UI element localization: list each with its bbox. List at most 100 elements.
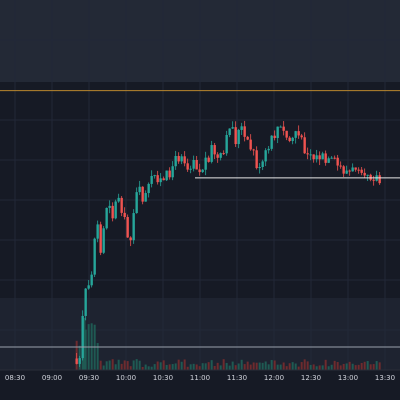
volume-bar bbox=[186, 366, 189, 370]
candle-body bbox=[225, 135, 228, 154]
volume-bar bbox=[333, 360, 336, 370]
candle-body bbox=[252, 149, 255, 151]
volume-bar bbox=[156, 361, 159, 370]
candle-body bbox=[198, 169, 201, 173]
volume-bar bbox=[126, 361, 129, 370]
volume-bar bbox=[246, 361, 249, 370]
volume-bar bbox=[345, 363, 348, 370]
volume-bar bbox=[267, 364, 270, 370]
volume-bar bbox=[357, 364, 360, 370]
candle-body bbox=[93, 238, 96, 275]
candle-body bbox=[231, 127, 234, 129]
candle-body bbox=[87, 285, 90, 289]
candle-body bbox=[270, 135, 273, 149]
candle-body bbox=[342, 166, 345, 174]
volume-bar bbox=[369, 364, 372, 370]
volume-bar bbox=[234, 365, 237, 370]
volume-bar bbox=[336, 362, 339, 370]
volume-bar bbox=[330, 364, 333, 370]
candle-body bbox=[144, 193, 147, 202]
candle-body bbox=[321, 153, 324, 160]
volume-bar bbox=[378, 362, 381, 370]
candle-body bbox=[234, 127, 237, 145]
candle-body bbox=[120, 197, 123, 213]
candle-body bbox=[294, 131, 297, 138]
volume-bar bbox=[258, 362, 261, 370]
candle-body bbox=[210, 145, 213, 162]
candle-body bbox=[132, 213, 135, 241]
volume-bar bbox=[243, 364, 246, 370]
volume-bar bbox=[120, 363, 123, 370]
volume-bar bbox=[312, 364, 315, 370]
volume-bar bbox=[309, 364, 312, 370]
candle-body bbox=[351, 167, 354, 172]
candle-body bbox=[204, 157, 207, 170]
volume-bar bbox=[210, 360, 213, 370]
volume-bar bbox=[297, 366, 300, 370]
volume-bar bbox=[375, 361, 378, 370]
volume-bar bbox=[315, 366, 318, 370]
x-tick-label: 11:00 bbox=[190, 374, 210, 382]
x-tick-label: 13:00 bbox=[338, 374, 358, 382]
x-tick-label: 10:00 bbox=[116, 374, 136, 382]
candle-body bbox=[357, 169, 360, 171]
candle-body bbox=[171, 166, 174, 178]
candle-body bbox=[243, 126, 246, 137]
volume-bar bbox=[189, 364, 192, 370]
candle-body bbox=[288, 137, 291, 142]
candle-body bbox=[219, 153, 222, 158]
x-tick-label: 13:30 bbox=[375, 374, 395, 382]
volume-bar bbox=[252, 362, 255, 370]
candle-body bbox=[228, 128, 231, 136]
candle-body bbox=[165, 170, 168, 181]
volume-bar bbox=[180, 361, 183, 370]
volume-bar bbox=[360, 363, 363, 370]
candle-body bbox=[273, 135, 276, 139]
candle-body bbox=[324, 153, 327, 163]
candle-body bbox=[306, 153, 309, 155]
candle-body bbox=[345, 170, 348, 174]
x-tick-label: 12:00 bbox=[264, 374, 284, 382]
volume-bar bbox=[111, 359, 114, 370]
candle-body bbox=[192, 160, 195, 169]
volume-bar bbox=[138, 360, 141, 370]
candle-body bbox=[141, 186, 144, 202]
volume-bar bbox=[264, 361, 267, 370]
reference-lines-layer bbox=[0, 90, 400, 348]
candles-layer bbox=[75, 120, 381, 367]
candle-body bbox=[75, 358, 78, 364]
volume-bar bbox=[99, 360, 102, 370]
candle-body bbox=[168, 170, 171, 178]
candle-body bbox=[162, 178, 165, 181]
candle-body bbox=[183, 156, 186, 164]
volume-bar bbox=[162, 360, 165, 370]
candle-body bbox=[156, 175, 159, 183]
volume-bar bbox=[321, 365, 324, 370]
volume-bar bbox=[132, 360, 135, 370]
candle-body bbox=[138, 186, 141, 193]
volume-bar bbox=[276, 364, 279, 370]
x-tick-label: 08:30 bbox=[5, 374, 25, 382]
candle-body bbox=[222, 153, 225, 155]
candle-body bbox=[282, 126, 285, 131]
candle-body bbox=[114, 201, 117, 219]
volume-bar bbox=[339, 365, 342, 370]
candle-body bbox=[195, 160, 198, 170]
volume-bar bbox=[183, 359, 186, 370]
x-tick-label: 09:00 bbox=[42, 374, 62, 382]
volume-bar bbox=[159, 362, 162, 370]
candle-body bbox=[147, 183, 150, 194]
volume-bar bbox=[291, 362, 294, 370]
volume-bar bbox=[195, 364, 198, 370]
volume-bar bbox=[96, 343, 99, 370]
volume-bar bbox=[372, 364, 375, 370]
volume-bar bbox=[192, 363, 195, 370]
candle-body bbox=[303, 137, 306, 154]
candle-body bbox=[291, 137, 294, 142]
candle-body bbox=[189, 168, 192, 170]
candle-body bbox=[180, 156, 183, 162]
volume-bar bbox=[83, 318, 86, 370]
candle-body bbox=[129, 237, 132, 241]
candle-body bbox=[354, 167, 357, 170]
